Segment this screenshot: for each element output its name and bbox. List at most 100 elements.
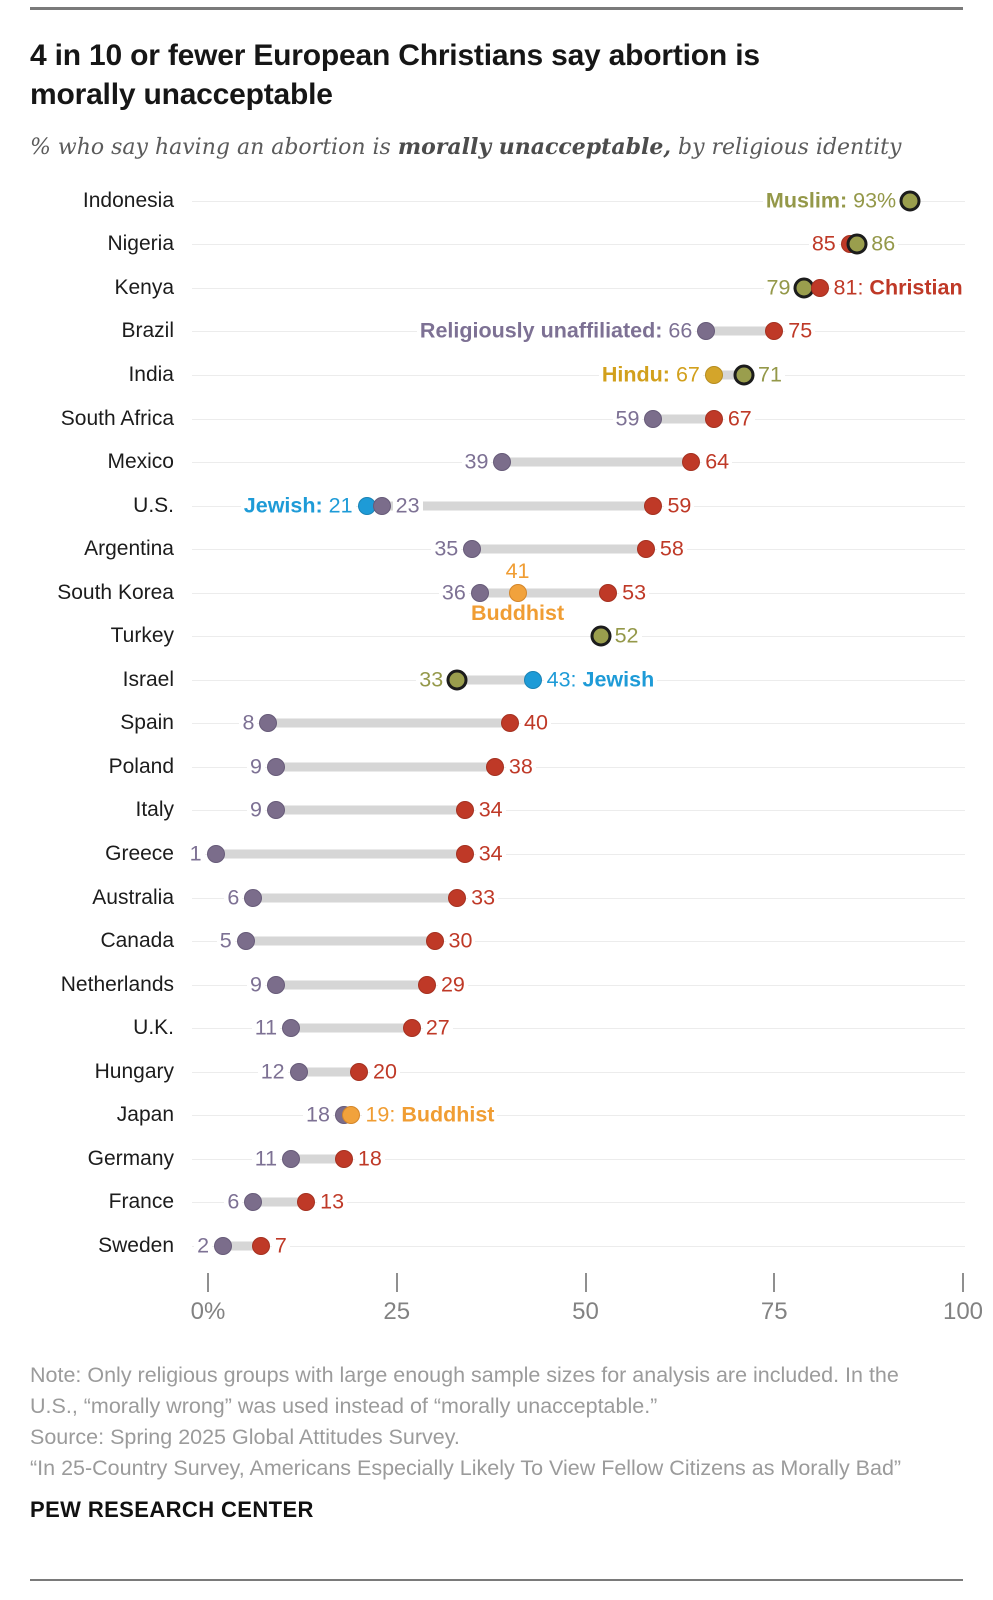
row-baseline bbox=[192, 984, 965, 986]
value-label-part: 9 bbox=[249, 754, 262, 779]
country-label: Nigeria bbox=[107, 232, 174, 256]
value-label-part: 8 bbox=[242, 710, 255, 735]
dot-unaffiliated bbox=[463, 540, 482, 559]
value-label-part: 43: bbox=[546, 667, 583, 692]
value-label-part: 34 bbox=[478, 841, 503, 866]
value-label-part: 33 bbox=[419, 667, 444, 692]
value-label: 38 bbox=[505, 755, 536, 779]
chart-title: 4 in 10 or fewer European Christians say… bbox=[30, 36, 963, 114]
value-label: 7 bbox=[271, 1233, 290, 1258]
country-label: Germany bbox=[87, 1146, 174, 1170]
dot-unaffiliated bbox=[282, 1149, 301, 1168]
value-label-part: Hindu: bbox=[601, 362, 676, 387]
axis-tick-label: 0% bbox=[190, 1297, 226, 1325]
dot-unaffiliated bbox=[470, 583, 489, 602]
axis-tick-label: 100 bbox=[942, 1297, 984, 1325]
country-label: Italy bbox=[135, 798, 174, 822]
value-label-part: 59 bbox=[667, 492, 692, 517]
chart-row: Germany 11 18 bbox=[30, 1137, 965, 1181]
value-label-part: 18 bbox=[357, 1146, 382, 1171]
country-label: South Korea bbox=[57, 580, 174, 604]
value-label-part: 53 bbox=[622, 579, 647, 604]
value-label-part: 52 bbox=[614, 623, 639, 648]
value-label-part: 36 bbox=[441, 579, 466, 604]
dot-christian bbox=[636, 540, 655, 559]
value-label: 81: Christian bbox=[830, 275, 966, 300]
value-label: 12 bbox=[257, 1059, 288, 1084]
dot-buddhist bbox=[342, 1106, 361, 1125]
footer-note-line: Note: Only religious groups with large e… bbox=[30, 1362, 899, 1387]
dumbbell-connector bbox=[245, 936, 435, 946]
dumbbell-connector bbox=[291, 1023, 412, 1033]
dumbbell-connector bbox=[291, 1154, 344, 1164]
dumbbell-connector bbox=[706, 326, 775, 336]
dot-christian bbox=[765, 322, 784, 341]
value-label: 35 bbox=[431, 537, 462, 561]
value-label: 29 bbox=[437, 972, 468, 997]
country-label: Israel bbox=[122, 667, 174, 691]
value-label: 27 bbox=[422, 1015, 453, 1040]
value-label: 19: Buddhist bbox=[362, 1102, 498, 1127]
dumbbell-connector bbox=[713, 370, 745, 380]
dumbbell-connector bbox=[502, 457, 692, 467]
row-plot: 6 33 bbox=[192, 876, 965, 920]
top-rule bbox=[30, 7, 963, 10]
row-plot: 6 13 bbox=[192, 1181, 965, 1225]
dot-christian bbox=[297, 1193, 316, 1212]
value-label-part: 9 bbox=[249, 797, 262, 822]
value-label-part: 11 bbox=[254, 1015, 278, 1040]
chart-row: Sweden 2 7 bbox=[30, 1224, 965, 1268]
footer-note-line: U.S., “morally wrong” was used instead o… bbox=[30, 1393, 658, 1418]
value-label: 58 bbox=[656, 537, 687, 561]
row-baseline bbox=[192, 1158, 965, 1160]
value-label-part: 27 bbox=[425, 1015, 450, 1040]
dumbbell-connector bbox=[275, 805, 465, 815]
row-plot: Religiously unaffiliated: 66 75 bbox=[192, 310, 965, 354]
chart-row: Israel 33 43: Jewish bbox=[30, 658, 965, 702]
dot-unaffiliated bbox=[244, 888, 263, 907]
value-label-part: 7 bbox=[274, 1233, 287, 1258]
axis-tick bbox=[395, 1272, 398, 1292]
row-plot: 9 29 bbox=[192, 963, 965, 1007]
value-label: 59 bbox=[612, 406, 643, 431]
country-label: Argentina bbox=[84, 537, 174, 561]
country-label: France bbox=[108, 1190, 174, 1214]
footer-note-line: “In 25-Country Survey, Americans Especia… bbox=[30, 1455, 902, 1480]
dot-muslim bbox=[446, 669, 468, 691]
row-plot: 8 40 bbox=[192, 702, 965, 746]
country-label: Mexico bbox=[107, 450, 174, 474]
value-label-part: Jewish bbox=[582, 667, 655, 692]
value-label-part: Muslim: bbox=[765, 188, 854, 213]
value-label-part: 11 bbox=[254, 1146, 278, 1171]
value-label-part: 79 bbox=[766, 275, 791, 300]
country-label: U.K. bbox=[133, 1016, 174, 1040]
pew-research-center-wordmark: PEW RESEARCH CENTER bbox=[30, 1496, 314, 1522]
subtitle-segment: by religious identity bbox=[671, 135, 902, 160]
value-label: 5 bbox=[216, 929, 235, 953]
dot-christian bbox=[599, 583, 618, 602]
country-label: Canada bbox=[100, 929, 174, 953]
value-label-part: 23 bbox=[395, 492, 420, 517]
value-label: 75 bbox=[785, 319, 816, 344]
value-label: Religiously unaffiliated: 66 bbox=[416, 319, 696, 344]
chart-row: Indonesia Muslim: 93% bbox=[30, 179, 965, 223]
value-label: 85 bbox=[808, 232, 839, 257]
axis-tick bbox=[962, 1272, 964, 1292]
value-label-part: Christian bbox=[869, 275, 963, 300]
dot-christian bbox=[810, 278, 829, 297]
value-label-part: 21 bbox=[328, 492, 353, 517]
value-label-part: 19: bbox=[365, 1102, 402, 1127]
value-label: 9 bbox=[246, 797, 265, 823]
dot-unaffiliated bbox=[266, 801, 285, 820]
dumbbell-connector bbox=[653, 414, 714, 423]
value-label: 1 bbox=[186, 842, 205, 866]
dot-christian bbox=[334, 1149, 353, 1168]
value-label-part: 39 bbox=[464, 449, 489, 474]
value-label: 6 bbox=[224, 885, 243, 910]
dot-muslim bbox=[733, 364, 755, 386]
value-label: 20 bbox=[370, 1059, 400, 1084]
dot-unaffiliated bbox=[206, 844, 225, 863]
value-label: 33 bbox=[468, 885, 499, 910]
value-label-part: 6 bbox=[227, 1189, 240, 1214]
row-baseline bbox=[192, 1115, 965, 1117]
